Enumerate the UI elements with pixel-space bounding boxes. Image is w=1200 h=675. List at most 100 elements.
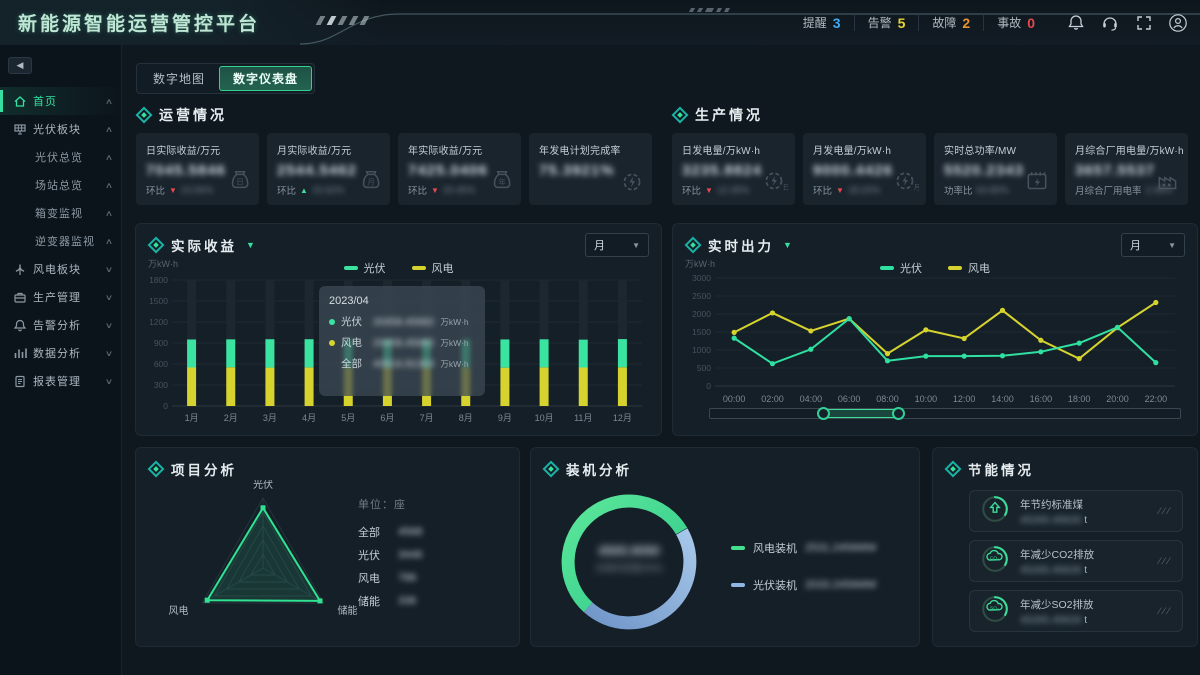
period-select[interactable]: 月 ▼	[585, 233, 649, 257]
energy-row-年减少SO2排放[interactable]: SO₂ 年减少SO2排放 45265.45626 t ///	[969, 590, 1183, 632]
headset-icon[interactable]	[1100, 13, 1120, 33]
sidebar-item-生产管理[interactable]: 生产管理 ∨	[0, 283, 121, 311]
sidebar-item-风电板块[interactable]: 风电板块 ∨	[0, 255, 121, 283]
svg-text:16:00: 16:00	[1030, 394, 1053, 404]
gear-bolt-month-icon: 月	[893, 169, 921, 200]
sidebar-item-报表管理[interactable]: 报表管理 ∨	[0, 367, 121, 395]
sidebar-item-光伏总览[interactable]: 光伏总览 ∧	[35, 152, 114, 164]
svg-text:风电: 风电	[169, 604, 189, 617]
donut-center-text: 4565.9090 总装机容量(MW)	[595, 543, 663, 573]
card-title: 年实际收益/万元	[408, 146, 483, 157]
card-title: 月实际收益/万元	[277, 146, 352, 157]
svg-text:500: 500	[697, 363, 711, 373]
legend-item-风电[interactable]: 风电	[948, 260, 990, 276]
chevron-down-icon: ▼	[632, 240, 640, 250]
chevron-down-icon[interactable]: ▼	[246, 240, 255, 250]
radar-stat-全部: 全部 4568	[358, 526, 423, 539]
tab-数字仪表盘[interactable]: 数字仪表盘	[219, 66, 313, 91]
stat-card-实时总功率/MW[interactable]: 实时总功率/MW 5520.2343 功率比 64.80%	[934, 133, 1057, 205]
chart-tooltip: 2023/04 光伏 20458.45682 万kW·h 风电 20458.45682 万…	[319, 286, 485, 396]
stat-card-日实际收益/万元[interactable]: 日实际收益/万元 7045.5846 环比 ▼ 23.56% 日	[136, 133, 259, 205]
svg-text:3月: 3月	[263, 413, 277, 423]
slider-handle-left[interactable]	[816, 407, 830, 420]
svg-text:900: 900	[154, 338, 168, 348]
sidebar-item-箱变监视[interactable]: 箱变监视 ∧	[35, 208, 114, 220]
line-chart[interactable]: 0 500 1000 1500 2000 2500 3000 00:00 02:00 04:00 0…	[679, 270, 1189, 408]
svg-text:3000: 3000	[692, 273, 711, 283]
card-title: 日发电量/万kW·h	[682, 146, 761, 157]
donut-legend-光伏装机[interactable]: 光伏装机 2033.2456MW	[731, 577, 877, 593]
legend-item-光伏[interactable]: 光伏	[343, 260, 386, 276]
diamond-icon	[147, 460, 165, 478]
svg-text:20:00: 20:00	[1106, 394, 1129, 404]
section-header-production: 生产情况	[671, 105, 763, 125]
stat-card-年发电计划完成率[interactable]: 年发电计划完成率 75.3921%	[529, 133, 652, 205]
sidebar-item-场站总览[interactable]: 场站总览 ∧	[35, 180, 114, 192]
status-badge-4[interactable]: 事故 0	[997, 14, 1035, 31]
status-badge-1[interactable]: 提醒 3	[790, 14, 855, 31]
svg-text:1500: 1500	[692, 327, 711, 337]
status-badge-2[interactable]: 告警 5	[855, 14, 920, 31]
sidebar-item-逆变器监视[interactable]: 逆变器监视 ∧	[35, 236, 114, 248]
trend-down-icon: ▼	[705, 185, 713, 195]
section-header-operation: 运营情况	[135, 105, 227, 125]
datazoom-slider[interactable]	[709, 407, 1181, 420]
y-axis-unit: 万kW·h	[685, 259, 715, 269]
svg-text:0: 0	[706, 381, 711, 391]
chevron-down-icon[interactable]: ▼	[783, 240, 792, 250]
legend-item-光伏[interactable]: 光伏	[880, 260, 922, 276]
svg-text:22:00: 22:00	[1145, 394, 1168, 404]
donut-legend-风电装机[interactable]: 风电装机 2531.2456MW	[731, 540, 877, 556]
svg-text:1000: 1000	[692, 345, 711, 355]
gear-bolt-day-icon: 日	[762, 169, 790, 200]
tab-数字地图[interactable]: 数字地图	[153, 72, 206, 86]
energy-row-年节约标准煤[interactable]: 年节约标准煤 45265.45626 t ///	[969, 490, 1183, 532]
svg-text:CO₂: CO₂	[990, 555, 999, 561]
slider-range[interactable]	[822, 409, 898, 418]
tooltip-row-风电: 风电 20458.45682 万kW·h	[329, 335, 475, 350]
stat-card-月实际收益/万元[interactable]: 月实际收益/万元 2544.5462 环比 ▲ 15.62% 月	[267, 133, 390, 205]
production-icon	[13, 290, 27, 304]
status-badge-3[interactable]: 故障 2	[919, 14, 985, 31]
sidebar: ◀ 首页 ∧ 光伏板块 ∧ 光伏总览 ∧ 场站总览 ∧ 箱变监视 ∧ 逆变器监视 ∧ 风电板块 ∨ 生产管理…	[0, 45, 122, 675]
line-chart-legend: 光伏 风电	[673, 260, 1197, 276]
svg-text:12月: 12月	[613, 413, 632, 423]
chevron-up-icon: ∧	[104, 124, 114, 134]
stat-card-年实际收益/万元[interactable]: 年实际收益/万元 7425.0406 环比 ▼ 20.45% 年	[398, 133, 521, 205]
donut-chart[interactable]	[554, 487, 704, 637]
sidebar-item-光伏板块[interactable]: 光伏板块 ∧	[0, 115, 121, 143]
svg-text:14:00: 14:00	[991, 394, 1014, 404]
fullscreen-icon[interactable]	[1134, 13, 1154, 33]
radar-stat-风电: 风电 786	[358, 572, 417, 585]
svg-text:光伏: 光伏	[253, 480, 273, 491]
so2-cloud-icon: SO₂	[980, 594, 1010, 629]
user-avatar-icon[interactable]	[1168, 13, 1188, 33]
svg-text:8月: 8月	[459, 413, 473, 423]
svg-text:储能: 储能	[337, 604, 357, 617]
stat-card-月综合厂用电量/万kW·h[interactable]: 月综合厂用电量/万kW·h 3657.5537 月综合厂用电率 2.98%	[1065, 133, 1188, 205]
svg-text:月: 月	[367, 178, 375, 187]
panel-title: 装机分析	[566, 463, 632, 478]
chevron-down-icon: ∨	[104, 376, 114, 386]
card-title: 年发电计划完成率	[539, 146, 621, 157]
slider-handle-right[interactable]	[892, 407, 905, 420]
card-title: 日实际收益/万元	[146, 146, 221, 157]
bell-icon[interactable]	[1066, 13, 1086, 33]
tooltip-date: 2023/04	[329, 295, 369, 307]
card-value: 2544.5462	[277, 162, 357, 179]
energy-row-年减少CO2排放[interactable]: CO₂ 年减少CO2排放 45265.45626 t ///	[969, 540, 1183, 582]
sidebar-menu: 首页 ∧ 光伏板块 ∧ 光伏总览 ∧ 场站总览 ∧ 箱变监视 ∧ 逆变器监视 ∧ 风电板块 ∨ 生产管理 ∨ 告…	[0, 87, 121, 395]
diamond-icon	[671, 106, 689, 124]
legend-item-风电[interactable]: 风电	[411, 260, 454, 276]
period-select[interactable]: 月 ▼	[1121, 233, 1185, 257]
sidebar-item-数据分析[interactable]: 数据分析 ∨	[0, 339, 121, 367]
sidebar-item-告警分析[interactable]: 告警分析 ∨	[0, 311, 121, 339]
sidebar-collapse-button[interactable]: ◀	[8, 57, 32, 74]
sidebar-item-首页[interactable]: 首页 ∧	[0, 87, 121, 115]
svg-text:日: 日	[236, 178, 244, 187]
chevron-up-icon: ∧	[104, 236, 114, 246]
